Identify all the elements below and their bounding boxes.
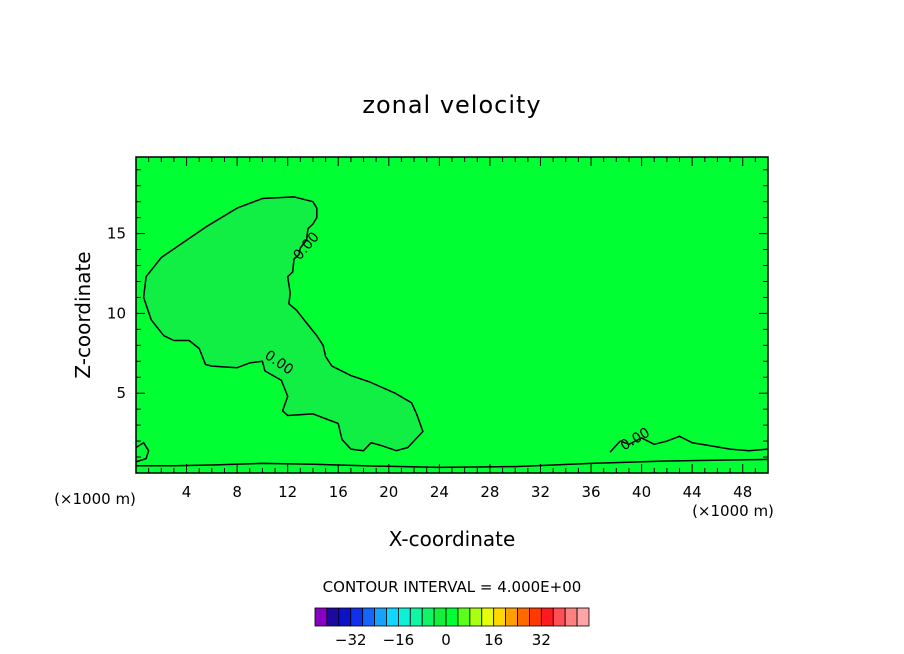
colorbar: −32 −16 0 16 32 [314, 607, 590, 649]
colorbar-swatch [481, 607, 495, 627]
colorbar-swatch [576, 607, 590, 627]
colorbar-swatch [314, 607, 328, 627]
bottom-band-region [136, 458, 768, 473]
y-tick-label-5: 5 [116, 384, 126, 402]
x-axis-title: X-coordinate [389, 527, 516, 551]
colorbar-swatch [517, 607, 530, 627]
contour-fills [136, 196, 768, 473]
x-tick-label-8: 8 [232, 483, 242, 501]
contour-interval-text: CONTOUR INTERVAL = 4.000E+00 [323, 578, 582, 596]
colorbar-tick-label-0: −32 [335, 631, 367, 649]
y-axis-title: Z-coordinate [71, 251, 95, 378]
x-tick-label-20: 20 [379, 483, 398, 501]
y-tick-label-10: 10 [107, 304, 126, 322]
colorbar-swatch [374, 607, 387, 627]
x-tick-label-40: 40 [632, 483, 651, 501]
colorbar-swatch [457, 607, 471, 627]
colorbar-swatch [397, 607, 411, 627]
colorbar-swatch [338, 607, 352, 627]
x-tick-label-12: 12 [278, 483, 297, 501]
colorbar-swatch [552, 607, 566, 627]
x-tick-label-4: 4 [182, 483, 192, 501]
colorbar-tick-label-4: 32 [532, 631, 551, 649]
upper-left-negative-region [142, 196, 424, 452]
x-tick-label-32: 32 [531, 483, 550, 501]
colorbar-swatch [362, 607, 375, 627]
colorbar-tick-label-1: −16 [383, 631, 415, 649]
left-edge-contour [135, 441, 150, 463]
x-tick-label-36: 36 [581, 483, 600, 501]
colorbar-swatch [445, 607, 459, 627]
colorbar-swatch [540, 607, 554, 627]
x-tick-label-24: 24 [430, 483, 449, 501]
colorbar-swatch [469, 607, 483, 627]
colorbar-swatch [433, 607, 447, 627]
x-tick-label-28: 28 [480, 483, 499, 501]
colorbar-swatch [350, 607, 364, 627]
colorbar-tick-label-2: 0 [441, 631, 451, 649]
y-tick-label-15: 15 [107, 225, 126, 243]
colorbar-swatch [564, 607, 578, 627]
y-unit-label: (×1000 m) [54, 490, 136, 508]
colorbar-tick-label-3: 16 [484, 631, 503, 649]
colorbar-swatch [409, 607, 423, 627]
x-tick-label-44: 44 [683, 483, 702, 501]
colorbar-swatch [493, 607, 507, 627]
chart-title: zonal velocity [362, 91, 541, 119]
near-surface-contour [136, 458, 769, 469]
x-unit-label: (×1000 m) [692, 502, 774, 520]
colorbar-swatch [529, 607, 542, 627]
x-tick-label-16: 16 [329, 483, 348, 501]
x-tick-label-48: 48 [733, 483, 752, 501]
colorbar-swatch [421, 607, 435, 627]
colorbar-swatch [386, 607, 399, 627]
contour-lines [135, 435, 769, 469]
colorbar-swatch [505, 607, 518, 627]
lower-right-contour [609, 435, 769, 453]
colorbar-swatch [326, 607, 340, 627]
